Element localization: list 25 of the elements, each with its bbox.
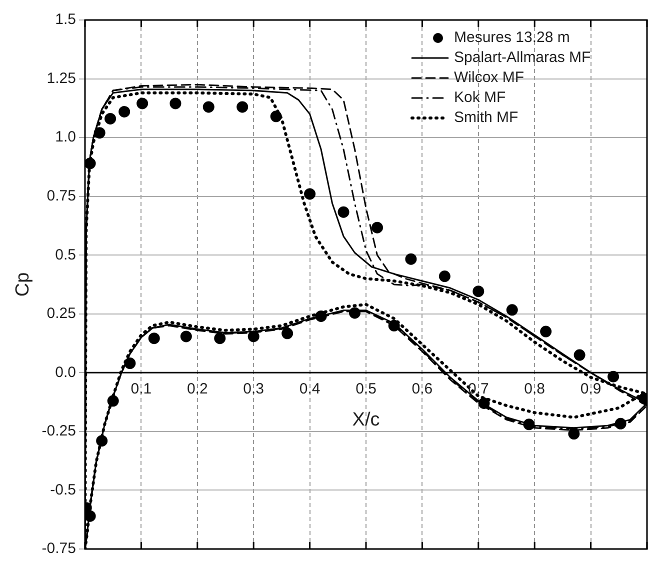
x-tick-label: 0.4 bbox=[299, 380, 320, 398]
x-tick-label: 0.8 bbox=[524, 380, 546, 398]
legend-label: Mesures 13.28 m bbox=[454, 29, 570, 46]
x-tick-label: 0.6 bbox=[412, 380, 433, 398]
legend-label: Wilcox MF bbox=[454, 69, 524, 86]
y-tick-label: -0.5 bbox=[50, 481, 76, 498]
y-tick-label: -0.25 bbox=[42, 422, 76, 440]
y-tick-label: 1.5 bbox=[55, 11, 76, 28]
legend-label: Smith MF bbox=[454, 109, 518, 126]
y-tick-label: 0.0 bbox=[55, 364, 76, 381]
y-axis-title: Cp bbox=[12, 272, 34, 297]
x-axis-title: X/c bbox=[352, 409, 380, 430]
y-tick-label: 1.0 bbox=[55, 128, 76, 146]
x-tick-label: 0.5 bbox=[356, 380, 376, 398]
y-tick-label: 0.75 bbox=[46, 187, 76, 204]
x-tick-label: 0.3 bbox=[243, 380, 264, 398]
x-tick-label: 0.2 bbox=[186, 380, 208, 398]
y-tick-label: 0.25 bbox=[46, 305, 76, 322]
x-tick-label: 0.9 bbox=[580, 380, 602, 398]
x-tick-label: 0.1 bbox=[130, 380, 152, 398]
y-tick-label: 0.5 bbox=[55, 246, 76, 264]
legend-label: Kok MF bbox=[454, 89, 506, 106]
y-tick-label: -0.75 bbox=[42, 540, 76, 558]
y-tick-label: 1.25 bbox=[46, 70, 76, 87]
legend-label: Spalart-Allmaras MF bbox=[454, 49, 591, 66]
